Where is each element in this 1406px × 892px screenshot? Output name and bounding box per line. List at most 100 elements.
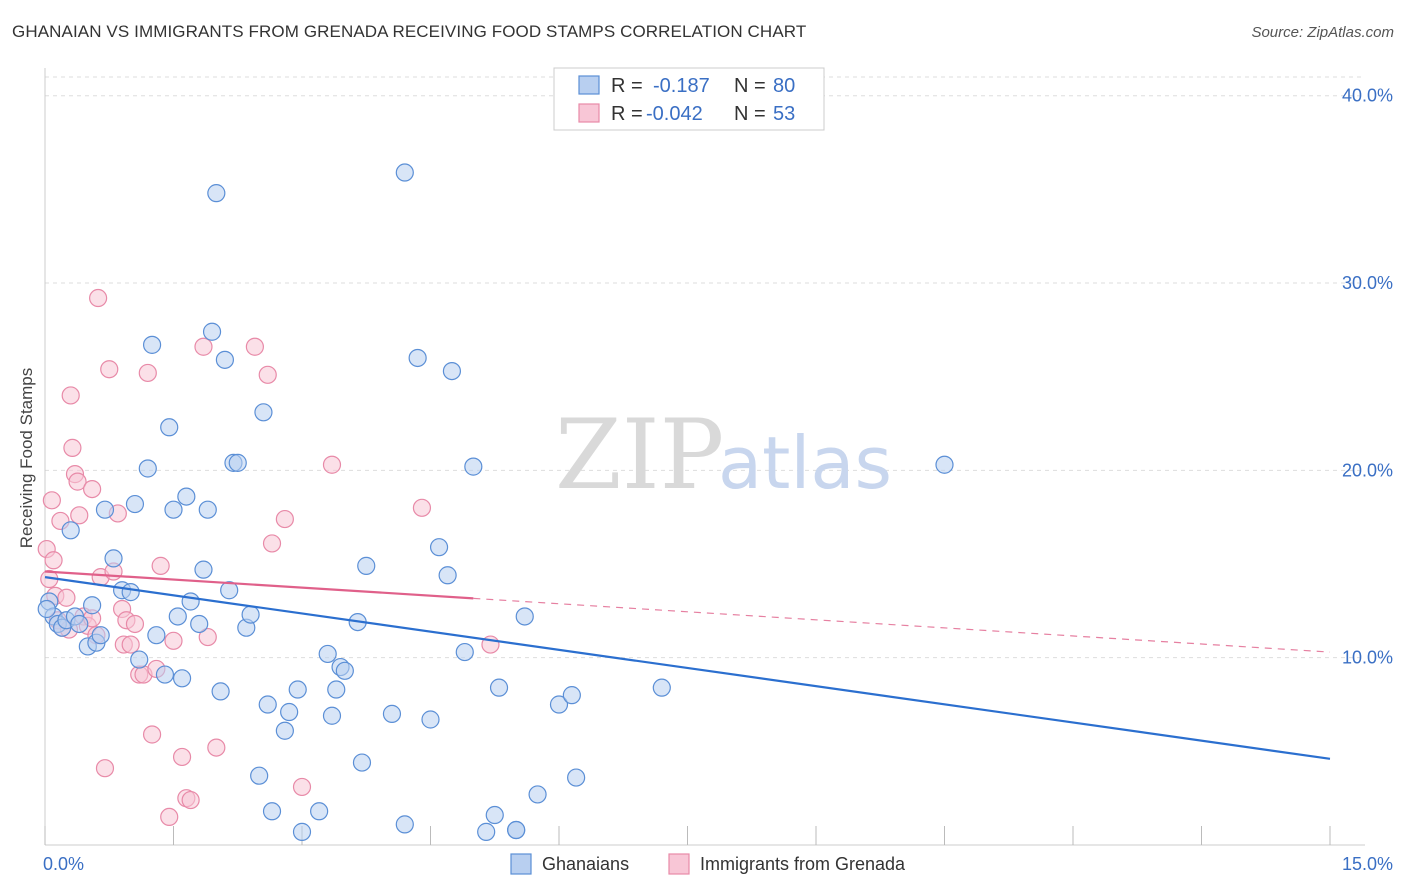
ghanaians-point-65 bbox=[455, 642, 474, 662]
ghanaians-point-18 bbox=[138, 459, 157, 478]
y-tick-label-40: 40.0% bbox=[1342, 86, 1393, 106]
grenada-point-8 bbox=[57, 588, 76, 607]
ghanaians-point-17 bbox=[130, 650, 149, 669]
ghanaians-point-59 bbox=[395, 815, 414, 834]
grenada-point-13 bbox=[68, 472, 87, 491]
grenada-point-41 bbox=[181, 790, 200, 810]
ghanaians-point-62 bbox=[429, 538, 449, 557]
ghanaians-point-5 bbox=[61, 521, 80, 540]
source-label: Source: ZipAtlas.com bbox=[1251, 24, 1394, 41]
ghanaians-point-21 bbox=[155, 665, 175, 684]
ghanaians-point-30 bbox=[198, 500, 217, 519]
grenada-point-3 bbox=[44, 551, 63, 570]
legend-swatch-grenada bbox=[578, 103, 600, 123]
grenada-point-10 bbox=[61, 386, 80, 405]
legend-r-value-2: -0.042 bbox=[646, 103, 703, 125]
ghanaians-point-63 bbox=[438, 566, 457, 585]
x-tick-labels: 0.0% 15.0% bbox=[43, 854, 1393, 874]
ghanaians-point-66 bbox=[464, 457, 483, 476]
trend-lines bbox=[44, 570, 1331, 760]
ghanaians-point-74 bbox=[549, 695, 569, 714]
ghanaians-point-76 bbox=[567, 768, 586, 787]
grenada-point-37 bbox=[160, 807, 179, 827]
grenada-point-44 bbox=[207, 738, 226, 757]
ghanaians-point-67 bbox=[477, 822, 496, 841]
ghanaians-point-11 bbox=[91, 626, 110, 645]
grenada-point-20 bbox=[89, 288, 108, 308]
ghanaians-point-46 bbox=[288, 680, 307, 699]
ghanaians-point-49 bbox=[318, 644, 337, 664]
ghanaians-point-26 bbox=[177, 487, 196, 506]
ghanaians-point-33 bbox=[211, 682, 230, 701]
axes bbox=[44, 68, 1365, 846]
ghanaians-point-55 bbox=[352, 753, 372, 772]
grenada-trend-line-dashed bbox=[473, 597, 1331, 653]
x-tick-label-min: 0.0% bbox=[43, 854, 84, 874]
ghanaians-point-42 bbox=[258, 695, 277, 714]
grenada-point-2 bbox=[42, 491, 61, 510]
grenada-point-14 bbox=[70, 506, 89, 525]
grenada-point-17 bbox=[83, 479, 102, 499]
grenada-point-36 bbox=[151, 556, 170, 575]
ghanaians-point-24 bbox=[168, 607, 187, 626]
ghanaians-point-47 bbox=[292, 822, 312, 841]
grenada-point-46 bbox=[258, 365, 277, 384]
bottom-legend-label-grenada: Immigrants from Grenada bbox=[700, 854, 906, 874]
grenada-point-45 bbox=[245, 337, 264, 356]
legend-r-value-1: -0.187 bbox=[653, 75, 710, 97]
ghanaians-point-72 bbox=[515, 607, 534, 626]
ghanaians-point-40 bbox=[250, 766, 269, 785]
x-tick-marks bbox=[44, 826, 1331, 845]
ghanaians-point-77 bbox=[652, 678, 671, 697]
ghanaians-point-56 bbox=[357, 556, 376, 575]
grenada-point-51 bbox=[412, 498, 432, 517]
ghanaians-point-51 bbox=[327, 680, 346, 699]
ghanaians-point-25 bbox=[172, 669, 192, 688]
legend-n-value-2: 53 bbox=[773, 103, 795, 125]
grenada-point-30 bbox=[125, 614, 145, 634]
y-tick-labels: 10.0% 20.0% 30.0% 40.0% bbox=[1342, 86, 1393, 668]
grenada-point-47 bbox=[262, 534, 282, 553]
chart-title: GHANAIAN VS IMMIGRANTS FROM GRENADA RECE… bbox=[12, 22, 807, 41]
ghanaians-point-29 bbox=[194, 560, 213, 579]
grenada-point-33 bbox=[138, 363, 157, 383]
ghanaians-point-31 bbox=[202, 322, 222, 341]
ghanaians-point-37 bbox=[228, 453, 247, 472]
grenada-point-23 bbox=[100, 360, 119, 379]
bottom-legend-swatch-ghanaians bbox=[510, 853, 532, 875]
ghanaians-trend-line bbox=[44, 576, 1331, 760]
ghanaians-point-60 bbox=[408, 348, 427, 368]
grenada-point-39 bbox=[172, 747, 192, 767]
ghanaians-point-19 bbox=[142, 335, 162, 354]
ghanaians-point-32 bbox=[207, 184, 226, 203]
grenada-point-42 bbox=[194, 337, 213, 356]
ghanaians-point-64 bbox=[442, 361, 462, 381]
ghanaians-point-78 bbox=[935, 455, 954, 474]
ghanaians-point-50 bbox=[322, 706, 342, 725]
ghanaians-point-71 bbox=[507, 820, 526, 840]
grenada-point-48 bbox=[275, 509, 294, 529]
ghanaians-point-22 bbox=[160, 418, 179, 437]
ghanaians-point-57 bbox=[382, 704, 402, 723]
y-tick-label-20: 20.0% bbox=[1342, 460, 1393, 480]
ghanaians-point-69 bbox=[489, 678, 509, 697]
ghanaians-point-45 bbox=[280, 702, 299, 722]
grenada-point-34 bbox=[142, 725, 162, 744]
grenada-point-22 bbox=[95, 759, 115, 778]
ghanaians-point-73 bbox=[528, 785, 547, 804]
ghanaians-point-53 bbox=[335, 661, 354, 680]
series-legend: Ghanaians Immigrants from Grenada bbox=[510, 853, 906, 875]
ghanaians-point-35 bbox=[220, 581, 239, 600]
ghanaians-point-41 bbox=[254, 403, 273, 422]
legend-n-value-1: 80 bbox=[773, 75, 795, 97]
watermark-atlas: atlas bbox=[718, 421, 892, 505]
y-axis-label: Receiving Food Stamps bbox=[17, 368, 36, 548]
ghanaians-point-20 bbox=[147, 626, 166, 645]
ghanaians-point-44 bbox=[275, 721, 294, 740]
x-tick-label-max: 15.0% bbox=[1342, 854, 1393, 874]
ghanaians-point-43 bbox=[262, 802, 282, 821]
bottom-legend-label-ghanaians: Ghanaians bbox=[542, 854, 629, 874]
ghanaians-point-58 bbox=[395, 163, 414, 182]
ghanaians-point-12 bbox=[95, 500, 115, 519]
